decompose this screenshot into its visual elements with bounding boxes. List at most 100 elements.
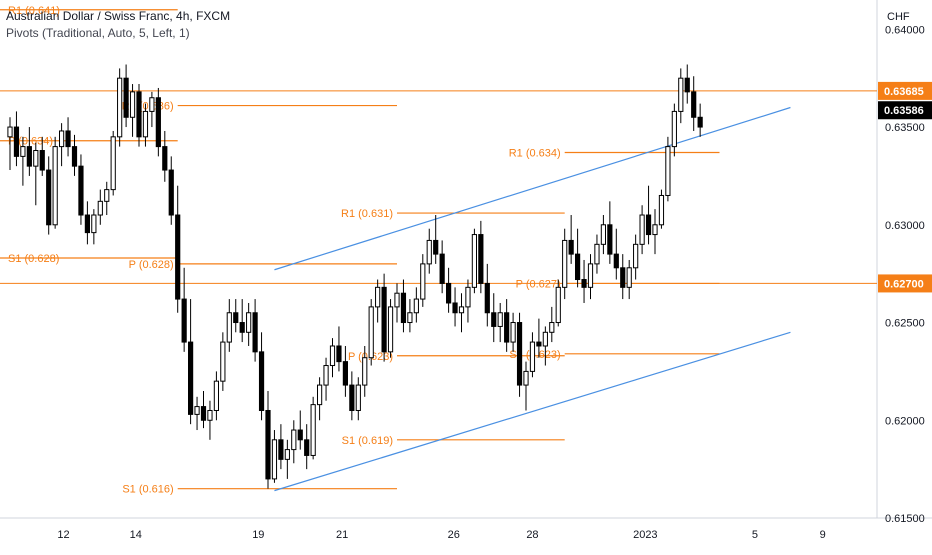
- candle-64: [420, 254, 426, 307]
- candle-body-75: [491, 312, 497, 327]
- candle-body-66: [433, 239, 439, 255]
- candle-66: [433, 215, 439, 264]
- candle-79: [516, 312, 523, 397]
- pivot-label-4: P (0.628): [129, 259, 174, 271]
- candle-58: [381, 273, 387, 362]
- candle-body-90: [587, 263, 594, 288]
- candle-85: [555, 279, 561, 327]
- candle-63: [413, 287, 419, 323]
- candle-92: [600, 215, 606, 255]
- x-tick-6: 2023: [633, 529, 657, 541]
- candle-11: [78, 154, 84, 225]
- candle-body-62: [407, 312, 413, 324]
- candle-body-24: [162, 146, 168, 171]
- candle-body-0: [7, 126, 13, 138]
- candle-body-63: [413, 298, 419, 314]
- candle-body-93: [607, 224, 613, 255]
- candle-body-29: [194, 406, 200, 415]
- candle-body-49: [323, 365, 329, 386]
- candle-44: [291, 420, 297, 464]
- candle-body-46: [304, 439, 310, 456]
- time-axis[interactable]: 12 14 19 21 26 28 2023 5 9: [57, 529, 825, 541]
- candle-12: [84, 201, 91, 245]
- candle-body-12: [84, 214, 91, 234]
- pivot-label-3: R1 (0.636): [122, 101, 174, 113]
- candle-body-58: [381, 286, 387, 353]
- candle-83: [542, 326, 548, 366]
- candle-103: [671, 103, 677, 157]
- candle-body-2: [20, 146, 26, 157]
- pivot-label-9: R1 (0.634): [509, 147, 561, 159]
- pivot-label-0: R1 (0.641): [8, 5, 60, 17]
- candle-body-68: [446, 282, 452, 304]
- candle-70: [458, 293, 465, 333]
- y-tick-4: 0.62000: [885, 415, 925, 427]
- candle-body-17: [117, 77, 123, 138]
- candle-68: [446, 267, 452, 313]
- candle-body-80: [523, 370, 529, 386]
- candle-55: [362, 345, 368, 397]
- candle-57: [375, 279, 381, 323]
- candle-body-25: [168, 169, 174, 216]
- candle-body-78: [510, 322, 516, 343]
- pivot-label-8: S1 (0.619): [342, 435, 393, 447]
- candle-body-10: [71, 146, 78, 167]
- candle-body-94: [613, 253, 619, 269]
- candle-body-97: [633, 243, 639, 269]
- candle-body-44: [291, 429, 297, 451]
- candle-18: [123, 64, 129, 128]
- indicator-title[interactable]: Pivots (Traditional, Auto, 5, Left, 1): [6, 26, 190, 40]
- candle-49: [323, 357, 329, 401]
- candle-body-47: [310, 404, 316, 456]
- candle-body-56: [368, 306, 374, 359]
- candle-body-50: [329, 345, 336, 367]
- candle-35: [233, 299, 239, 333]
- candle-body-92: [600, 224, 606, 245]
- candle-body-8: [59, 130, 65, 148]
- candle-body-27: [181, 298, 187, 343]
- candle-74: [484, 263, 490, 327]
- candle-body-48: [317, 384, 323, 406]
- candle-72: [471, 228, 477, 294]
- candle-body-21: [142, 110, 149, 138]
- price-tag-bg-2: [878, 274, 932, 293]
- candle-56: [368, 299, 374, 366]
- candle-body-54: [355, 384, 361, 411]
- candle-body-7: [52, 146, 58, 226]
- candles: [7, 64, 703, 489]
- candle-98: [639, 205, 645, 255]
- candle-body-6: [46, 169, 52, 226]
- x-tick-1: 14: [130, 529, 142, 541]
- symbol-title[interactable]: Australian Dollar / Swiss Franc, 4h, FXC…: [6, 9, 231, 23]
- pivot-label-5: S1 (0.616): [122, 484, 173, 496]
- candle-22: [149, 91, 155, 128]
- candle-99: [645, 185, 652, 245]
- candle-77: [504, 299, 510, 352]
- candle-73: [478, 220, 484, 294]
- chart-legend: Australian Dollar / Swiss Franc, 4h, FXC…: [6, 8, 230, 42]
- candle-body-18: [123, 77, 129, 118]
- candle-body-41: [271, 439, 278, 480]
- candle-75: [491, 293, 497, 343]
- candle-67: [439, 240, 445, 294]
- candle-102: [665, 136, 671, 202]
- candle-97: [633, 234, 639, 280]
- pivot-label-6: R1 (0.631): [341, 208, 393, 220]
- candle-body-70: [458, 306, 465, 314]
- candle-45: [297, 410, 303, 450]
- candle-101: [658, 189, 665, 229]
- y-tick-2: 0.63000: [885, 220, 925, 232]
- candle-24: [162, 130, 168, 182]
- candle-body-34: [226, 312, 232, 343]
- candle-106: [691, 76, 697, 131]
- candle-32: [213, 371, 220, 421]
- candle-body-19: [129, 91, 136, 118]
- candle-body-102: [665, 146, 671, 196]
- candle-13: [91, 209, 97, 245]
- candle-body-76: [497, 312, 503, 327]
- candle-104: [678, 68, 684, 124]
- candle-body-15: [104, 189, 110, 202]
- candle-34: [226, 299, 232, 352]
